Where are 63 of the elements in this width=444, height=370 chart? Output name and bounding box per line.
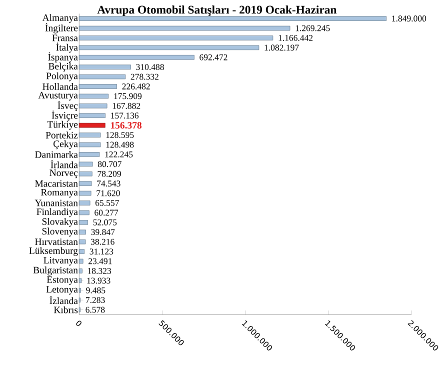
y-tick-label: Çekya: [54, 140, 78, 150]
data-label: 39.847: [91, 228, 115, 235]
y-tick-label: Norveç: [50, 169, 78, 178]
data-label: 78.209: [98, 170, 121, 177]
y-tick-label: Polonya: [46, 72, 78, 82]
data-label: 6.578: [86, 306, 105, 313]
data-label: 13.933: [87, 278, 110, 284]
data-label: 71.620: [96, 190, 120, 196]
y-tick-label: Belçika: [48, 62, 78, 72]
y-tick-label: Bulgaristan: [33, 266, 78, 276]
y-tick-label: İrlanda: [50, 160, 78, 168]
data-label: 128.595: [106, 132, 134, 138]
data-label: 175.909: [114, 93, 142, 100]
y-tick-label: Romanya: [40, 188, 78, 198]
y-tick-label: Slovenya: [42, 228, 78, 236]
data-label: 18.323: [88, 268, 112, 274]
y-tick-label: Litvanya: [44, 256, 78, 266]
y-tick-label: Kıbrıs: [54, 306, 78, 314]
data-label: 128.498: [106, 142, 134, 148]
data-label: 278.332: [130, 74, 158, 80]
data-label: 31.123: [90, 248, 114, 254]
data-label: 1.269.245: [296, 25, 330, 32]
data-label: 65.557: [96, 200, 119, 206]
chart-title: Avrupa Otomobil Satışları - 2019 Ocak-Haziran: [97, 5, 337, 16]
data-label: 167.882: [112, 102, 140, 109]
data-label: 60.277: [94, 210, 118, 216]
y-tick-label: Hollanda: [42, 82, 78, 90]
y-tick-label: İtalya: [56, 42, 78, 53]
y-tick-label: Avusturya: [38, 92, 78, 100]
data-label: 7.283: [86, 296, 105, 303]
y-tick-label: İsviçre: [52, 110, 78, 121]
y-tick-label: Hırvatistan: [35, 238, 78, 245]
y-tick-label: Slovakya: [42, 218, 78, 227]
y-tick-label: Lüksemburg: [29, 246, 78, 256]
data-label: 310.488: [136, 64, 164, 70]
y-tick-label: İsveç: [58, 100, 78, 111]
data-label: 74.543: [97, 180, 120, 186]
data-label: 692.472: [200, 54, 228, 60]
y-tick-label: Macaristan: [35, 180, 78, 187]
data-label: 122.245: [105, 151, 133, 158]
data-label: 1.166.442: [278, 34, 313, 41]
y-tick-label: Danimarka: [35, 150, 78, 158]
data-label: 23.491: [88, 258, 112, 264]
y-tick-label: Yunanistan: [34, 200, 78, 206]
y-tick-label: Almanya: [42, 14, 78, 23]
y-tick-label: Letonya: [46, 286, 78, 294]
data-label: 226.482: [122, 83, 150, 90]
y-tick-label: Estonya: [46, 276, 78, 285]
data-label: 80.707: [98, 161, 122, 167]
y-tick-label: Finlandiya: [36, 208, 78, 217]
data-label: 38.216: [90, 238, 114, 245]
data-label: 157.136: [111, 112, 139, 118]
data-label: 156.378: [110, 122, 142, 128]
data-label: 52.075: [93, 219, 117, 226]
y-tick-label: İngiltere: [45, 23, 78, 34]
data-label: 9.485: [86, 287, 106, 294]
data-label: 1.082.197: [264, 44, 299, 50]
y-tick-label: İzlanda: [50, 296, 78, 304]
y-tick-label: Portekiz: [46, 131, 78, 138]
y-tick-label: Fransa: [52, 34, 78, 42]
data-label: 1.849.000: [392, 15, 426, 22]
y-tick-label: Türkiye: [47, 120, 78, 130]
y-tick-label: İspanya: [48, 52, 78, 62]
